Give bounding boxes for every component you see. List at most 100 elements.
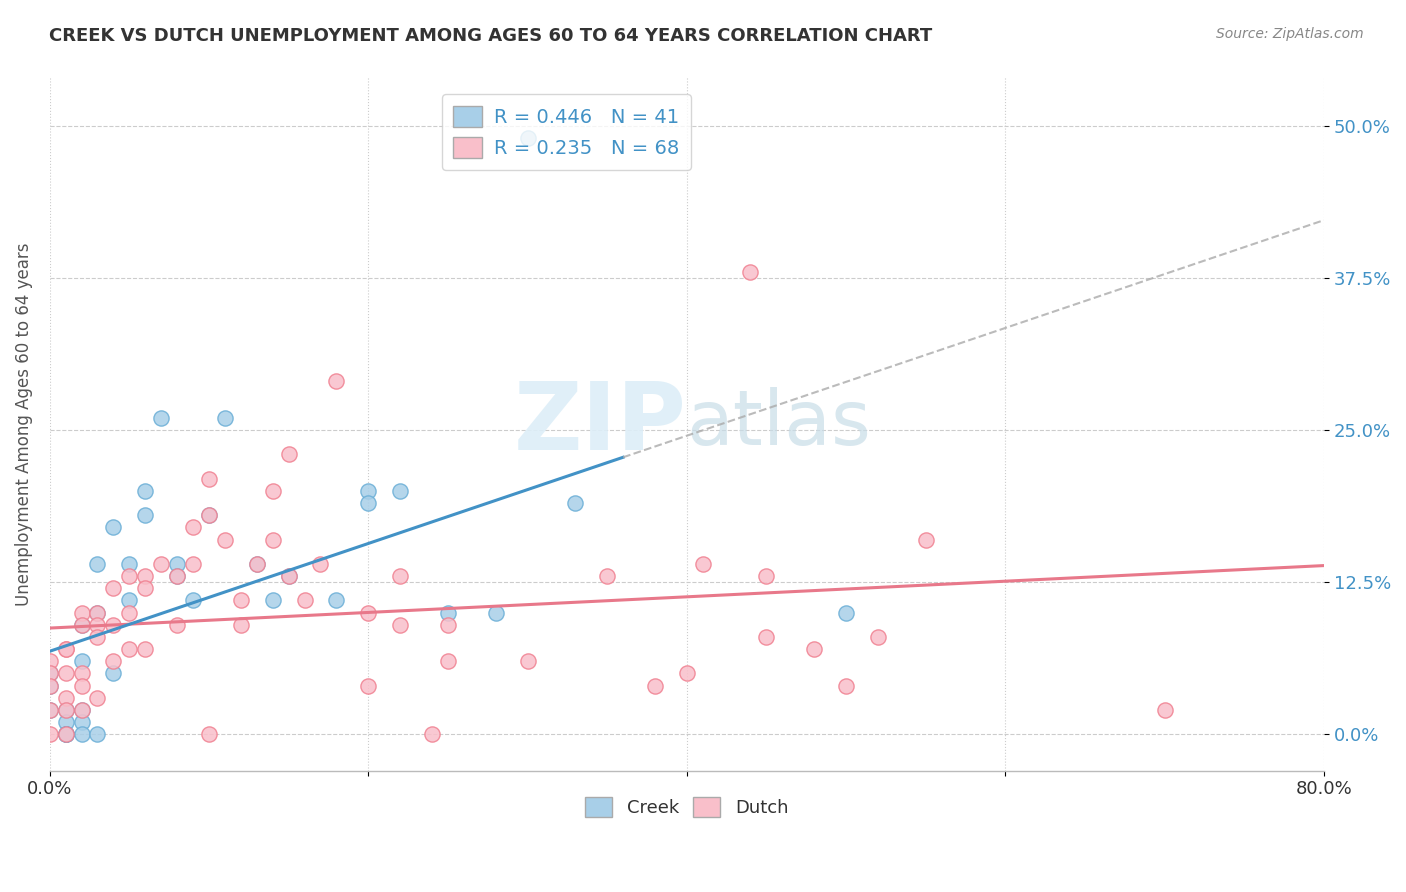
- Point: [389, 569, 412, 583]
- Point: [55, 642, 77, 657]
- Point: [198, 472, 221, 486]
- Text: atlas: atlas: [686, 387, 872, 461]
- Point: [357, 483, 380, 498]
- Point: [262, 533, 284, 547]
- Point: [118, 593, 141, 607]
- Point: [692, 557, 714, 571]
- Point: [150, 411, 173, 425]
- Point: [277, 447, 299, 461]
- Point: [38, 679, 60, 693]
- Point: [277, 569, 299, 583]
- Point: [86, 606, 108, 620]
- Point: [803, 642, 825, 657]
- Point: [437, 654, 460, 668]
- Point: [55, 714, 77, 729]
- Point: [55, 727, 77, 741]
- Point: [181, 520, 204, 534]
- Point: [420, 727, 443, 741]
- Point: [262, 593, 284, 607]
- Point: [55, 642, 77, 657]
- Point: [38, 666, 60, 681]
- Legend: Creek, Dutch: Creek, Dutch: [578, 789, 796, 824]
- Point: [70, 666, 93, 681]
- Point: [740, 265, 762, 279]
- Point: [325, 593, 347, 607]
- Point: [835, 679, 858, 693]
- Point: [38, 703, 60, 717]
- Point: [70, 654, 93, 668]
- Point: [246, 557, 269, 571]
- Point: [86, 727, 108, 741]
- Point: [246, 557, 269, 571]
- Point: [86, 557, 108, 571]
- Point: [103, 581, 125, 595]
- Point: [214, 411, 236, 425]
- Point: [134, 642, 156, 657]
- Point: [309, 557, 332, 571]
- Point: [357, 679, 380, 693]
- Point: [38, 679, 60, 693]
- Point: [198, 508, 221, 523]
- Point: [86, 606, 108, 620]
- Point: [38, 727, 60, 741]
- Text: Source: ZipAtlas.com: Source: ZipAtlas.com: [1216, 27, 1364, 41]
- Point: [866, 630, 889, 644]
- Point: [357, 606, 380, 620]
- Point: [198, 508, 221, 523]
- Point: [86, 630, 108, 644]
- Point: [596, 569, 619, 583]
- Point: [70, 617, 93, 632]
- Point: [437, 617, 460, 632]
- Point: [134, 581, 156, 595]
- Point: [55, 727, 77, 741]
- Point: [181, 593, 204, 607]
- Point: [55, 666, 77, 681]
- Point: [835, 606, 858, 620]
- Point: [181, 557, 204, 571]
- Point: [166, 617, 188, 632]
- Point: [166, 569, 188, 583]
- Point: [134, 483, 156, 498]
- Point: [103, 666, 125, 681]
- Point: [198, 727, 221, 741]
- Point: [357, 496, 380, 510]
- Point: [70, 679, 93, 693]
- Text: ZIP: ZIP: [515, 378, 686, 470]
- Point: [262, 483, 284, 498]
- Point: [516, 654, 538, 668]
- Point: [55, 727, 77, 741]
- Point: [914, 533, 936, 547]
- Point: [389, 617, 412, 632]
- Point: [389, 483, 412, 498]
- Point: [55, 727, 77, 741]
- Point: [103, 654, 125, 668]
- Point: [755, 569, 778, 583]
- Point: [86, 690, 108, 705]
- Point: [86, 617, 108, 632]
- Point: [229, 593, 252, 607]
- Point: [675, 666, 697, 681]
- Point: [564, 496, 586, 510]
- Point: [103, 617, 125, 632]
- Point: [1153, 703, 1175, 717]
- Point: [644, 679, 666, 693]
- Point: [134, 569, 156, 583]
- Point: [55, 690, 77, 705]
- Point: [325, 375, 347, 389]
- Point: [70, 617, 93, 632]
- Y-axis label: Unemployment Among Ages 60 to 64 years: Unemployment Among Ages 60 to 64 years: [15, 243, 32, 606]
- Point: [229, 617, 252, 632]
- Point: [55, 703, 77, 717]
- Point: [485, 606, 508, 620]
- Point: [70, 727, 93, 741]
- Point: [118, 606, 141, 620]
- Point: [70, 606, 93, 620]
- Point: [38, 703, 60, 717]
- Point: [516, 131, 538, 145]
- Text: CREEK VS DUTCH UNEMPLOYMENT AMONG AGES 60 TO 64 YEARS CORRELATION CHART: CREEK VS DUTCH UNEMPLOYMENT AMONG AGES 6…: [49, 27, 932, 45]
- Point: [70, 714, 93, 729]
- Point: [166, 557, 188, 571]
- Point: [277, 569, 299, 583]
- Point: [38, 666, 60, 681]
- Point: [150, 557, 173, 571]
